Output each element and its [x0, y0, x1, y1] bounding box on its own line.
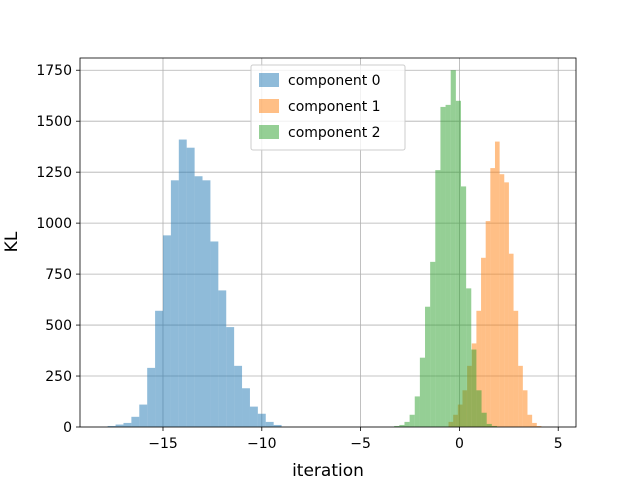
histogram-bar-component-1: [532, 422, 537, 427]
y-axis-label: KL: [2, 231, 22, 252]
histogram-bar-component-1: [536, 425, 542, 427]
histogram-bar-component-0: [202, 180, 211, 427]
histogram-bar-component-0: [123, 422, 132, 427]
histogram-bar-component-2: [486, 423, 492, 427]
x-tick-label: −15: [148, 436, 178, 452]
histogram-bar-component-2: [404, 421, 410, 427]
legend-swatch-component-2: [259, 125, 279, 139]
x-tick-label: −10: [247, 436, 277, 452]
histogram-bar-component-0: [139, 404, 148, 427]
histogram-bar-component-2: [445, 104, 451, 428]
histogram-bar-component-0: [147, 367, 156, 427]
histogram-bar-component-0: [115, 424, 124, 427]
histogram-bar-component-0: [249, 406, 258, 427]
histogram-bar-component-1: [522, 390, 528, 427]
legend-label-component-0: component 0: [288, 73, 381, 89]
x-tick-label: 0: [455, 436, 464, 452]
histogram-bar-component-0: [273, 424, 282, 427]
histogram-bar-component-1: [481, 257, 486, 427]
histogram-bar-component-1: [518, 365, 523, 427]
y-tick-label: 1750: [36, 63, 72, 79]
histogram-bar-component-2: [435, 170, 441, 427]
y-tick-label: 250: [45, 369, 72, 385]
y-tick-label: 1500: [36, 114, 72, 130]
legend: component 0 component 1 component 2: [250, 64, 406, 151]
histogram-bar-component-0: [210, 241, 219, 427]
histogram-bar-component-1: [504, 182, 509, 427]
histogram-bar-component-2: [460, 186, 467, 427]
bars-layer: [107, 70, 542, 428]
histogram-bar-component-2: [481, 412, 487, 427]
y-tick-label: 500: [45, 318, 72, 334]
histogram-bar-component-0: [155, 310, 163, 427]
y-tick-label: 0: [63, 420, 72, 436]
histogram-bar-component-2: [430, 261, 436, 427]
y-tick-label: 1000: [36, 216, 72, 232]
x-tick-label: −5: [350, 436, 371, 452]
histogram-bar-component-0: [107, 425, 116, 427]
histogram-bar-component-0: [257, 413, 266, 427]
histogram-bar-component-1: [490, 168, 495, 428]
histogram-bar-component-1: [527, 414, 533, 427]
histogram-bar-component-0: [178, 139, 187, 427]
histogram-bar-component-1: [494, 141, 500, 427]
legend-swatch-component-1: [259, 99, 279, 113]
histogram-bar-component-1: [476, 310, 482, 427]
histogram-bar-component-0: [162, 235, 171, 427]
histogram-bar-component-2: [414, 396, 420, 427]
histogram-bar-component-0: [234, 365, 243, 427]
legend-box: [250, 64, 406, 151]
histogram-bar-component-0: [131, 416, 140, 427]
histogram-bar-component-2: [450, 70, 456, 427]
x-tick-label: 5: [554, 436, 563, 452]
histogram-bar-component-0: [265, 421, 274, 427]
histogram-bar-component-0: [186, 147, 195, 427]
legend-swatch-component-0: [259, 73, 279, 87]
histogram-bar-component-2: [425, 306, 431, 427]
x-axis-label: iteration: [292, 461, 364, 480]
histogram-bar-component-2: [419, 357, 426, 427]
histogram-bar-component-2: [409, 414, 415, 427]
ticks-layer: −15 −10 −5 0 5 0 250 500 750 1000 1250 1500 1750: [36, 63, 562, 452]
histogram-bar-component-1: [485, 221, 491, 427]
histogram-bar-component-2: [394, 425, 400, 427]
histogram-bar-component-2: [491, 425, 497, 427]
y-tick-label: 1250: [36, 165, 72, 181]
histogram-bar-component-1: [513, 310, 519, 427]
histogram-bar-component-0: [170, 180, 179, 427]
histogram-bar-component-1: [499, 174, 505, 427]
y-tick-label: 750: [45, 267, 72, 283]
histogram-bar-component-2: [476, 390, 482, 427]
histogram-bar-component-0: [226, 327, 235, 427]
legend-label-component-1: component 1: [288, 99, 381, 115]
histogram-bar-component-2: [455, 100, 461, 427]
histogram-bar-component-2: [471, 349, 477, 427]
histogram-bar-component-0: [242, 388, 250, 427]
histogram-bar-component-1: [508, 253, 514, 427]
histogram-bar-component-2: [440, 106, 446, 428]
histogram-bar-component-2: [399, 424, 405, 427]
histogram-bar-component-0: [194, 176, 203, 427]
plot-frame: [79, 57, 577, 428]
legend-label-component-2: component 2: [288, 125, 381, 141]
histogram-bar-component-2: [466, 288, 472, 427]
histogram-bar-component-0: [218, 290, 227, 427]
